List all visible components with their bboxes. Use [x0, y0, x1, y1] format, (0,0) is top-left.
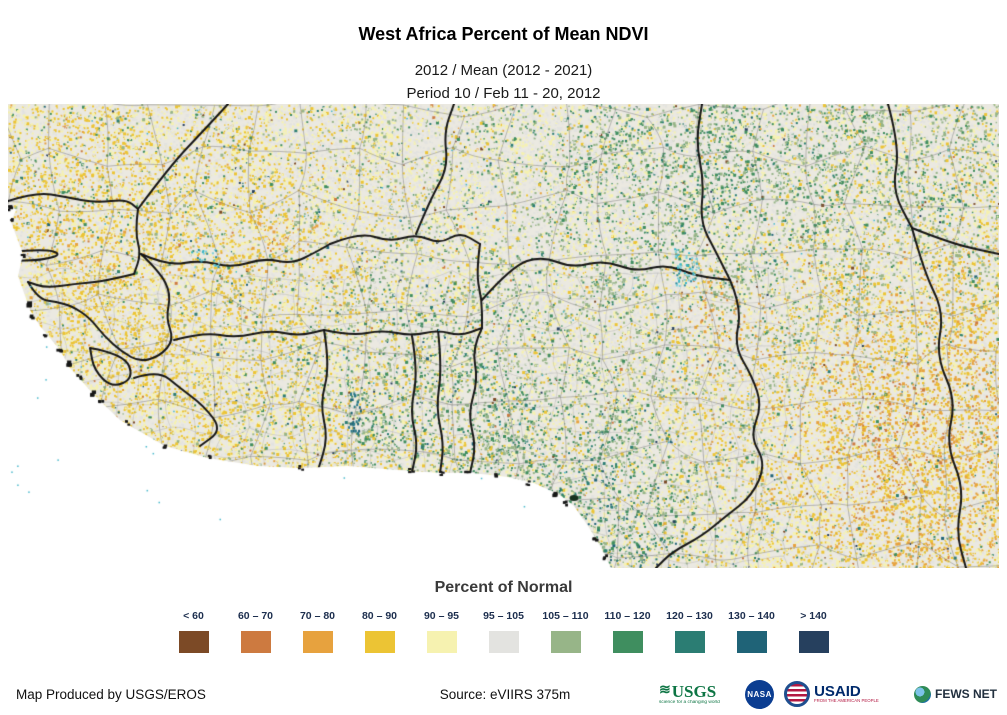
legend-class: 120 – 130: [660, 610, 720, 653]
legend-swatch: [178, 631, 209, 653]
page-title: West Africa Percent of Mean NDVI: [358, 24, 649, 44]
usgs-wave-icon: ≋: [659, 683, 671, 698]
legend-class-label: < 60: [183, 610, 204, 622]
legend-class-label: 90 – 95: [423, 610, 460, 622]
usaid-seal-icon: [784, 681, 811, 707]
usgs-name: USGS: [671, 681, 717, 701]
legend-swatch: [364, 631, 395, 653]
fewsnet-name: FEWS NET: [935, 687, 997, 701]
subtitle-period-dates: Period 10 / Feb 11 - 20, 2012: [406, 85, 601, 102]
legend-swatch: [240, 631, 271, 653]
logo-strip: ≋ USGS science for a changing world NASA…: [659, 676, 997, 712]
ndvi-map-canvas: [8, 104, 999, 568]
nasa-logo: NASA: [745, 679, 775, 709]
legend-swatch: [302, 631, 333, 653]
legend-class-label: 80 – 90: [361, 610, 398, 622]
subtitle-period-comparison: 2012 / Mean (2012 - 2021): [414, 62, 593, 79]
legend-class: 95 – 105: [474, 610, 534, 653]
source-text: Source: eVIIRS 375m: [439, 687, 571, 702]
legend: < 60 60 – 70 70 – 80 80 – 90 90 – 95 95 – 105…: [0, 610, 1007, 653]
legend-swatch: [798, 631, 829, 653]
legend-class: 80 – 90: [350, 610, 410, 653]
produced-by-text: Map Produced by USGS/EROS: [16, 687, 206, 702]
legend-class-label: 70 – 80: [299, 610, 336, 622]
fewsnet-logo: FEWS NET: [914, 685, 997, 703]
legend-class-label: 60 – 70: [237, 610, 274, 622]
usgs-logo-text: ≋ USGS: [659, 683, 716, 700]
legend-swatch: [488, 631, 519, 653]
legend-class-label: > 140: [800, 610, 827, 622]
legend-class: 130 – 140: [722, 610, 782, 653]
legend-title: Percent of Normal: [434, 579, 573, 596]
legend-class-label: 130 – 140: [728, 610, 775, 622]
legend-class: 110 – 120: [598, 610, 658, 653]
usgs-logo: ≋ USGS science for a changing world: [659, 683, 735, 706]
legend-swatch: [426, 631, 457, 653]
legend-swatch: [612, 631, 643, 653]
nasa-name: NASA: [747, 689, 772, 699]
legend-class: 90 – 95: [412, 610, 472, 653]
legend-class-label: 95 – 105: [483, 610, 524, 622]
legend-class-label: 120 – 130: [666, 610, 713, 622]
legend-class: > 140: [784, 610, 844, 653]
usaid-tagline: FROM THE AMERICAN PEOPLE: [814, 698, 879, 703]
usaid-logo-text: USAID FROM THE AMERICAN PEOPLE: [814, 684, 904, 705]
legend-swatch: [674, 631, 705, 653]
usaid-name: USAID: [814, 682, 861, 700]
legend-class: 105 – 110: [536, 610, 596, 653]
legend-class: 60 – 70: [226, 610, 286, 653]
legend-class-label: 105 – 110: [542, 610, 589, 622]
legend-class: < 60: [164, 610, 224, 653]
usgs-tagline: science for a changing world: [659, 699, 720, 705]
legend-class: 70 – 80: [288, 610, 348, 653]
fewsnet-globe-icon: [914, 685, 931, 703]
legend-class-label: 110 – 120: [604, 610, 651, 622]
legend-swatch: [550, 631, 581, 653]
legend-swatch: [736, 631, 767, 653]
usaid-logo: USAID FROM THE AMERICAN PEOPLE: [784, 681, 904, 707]
